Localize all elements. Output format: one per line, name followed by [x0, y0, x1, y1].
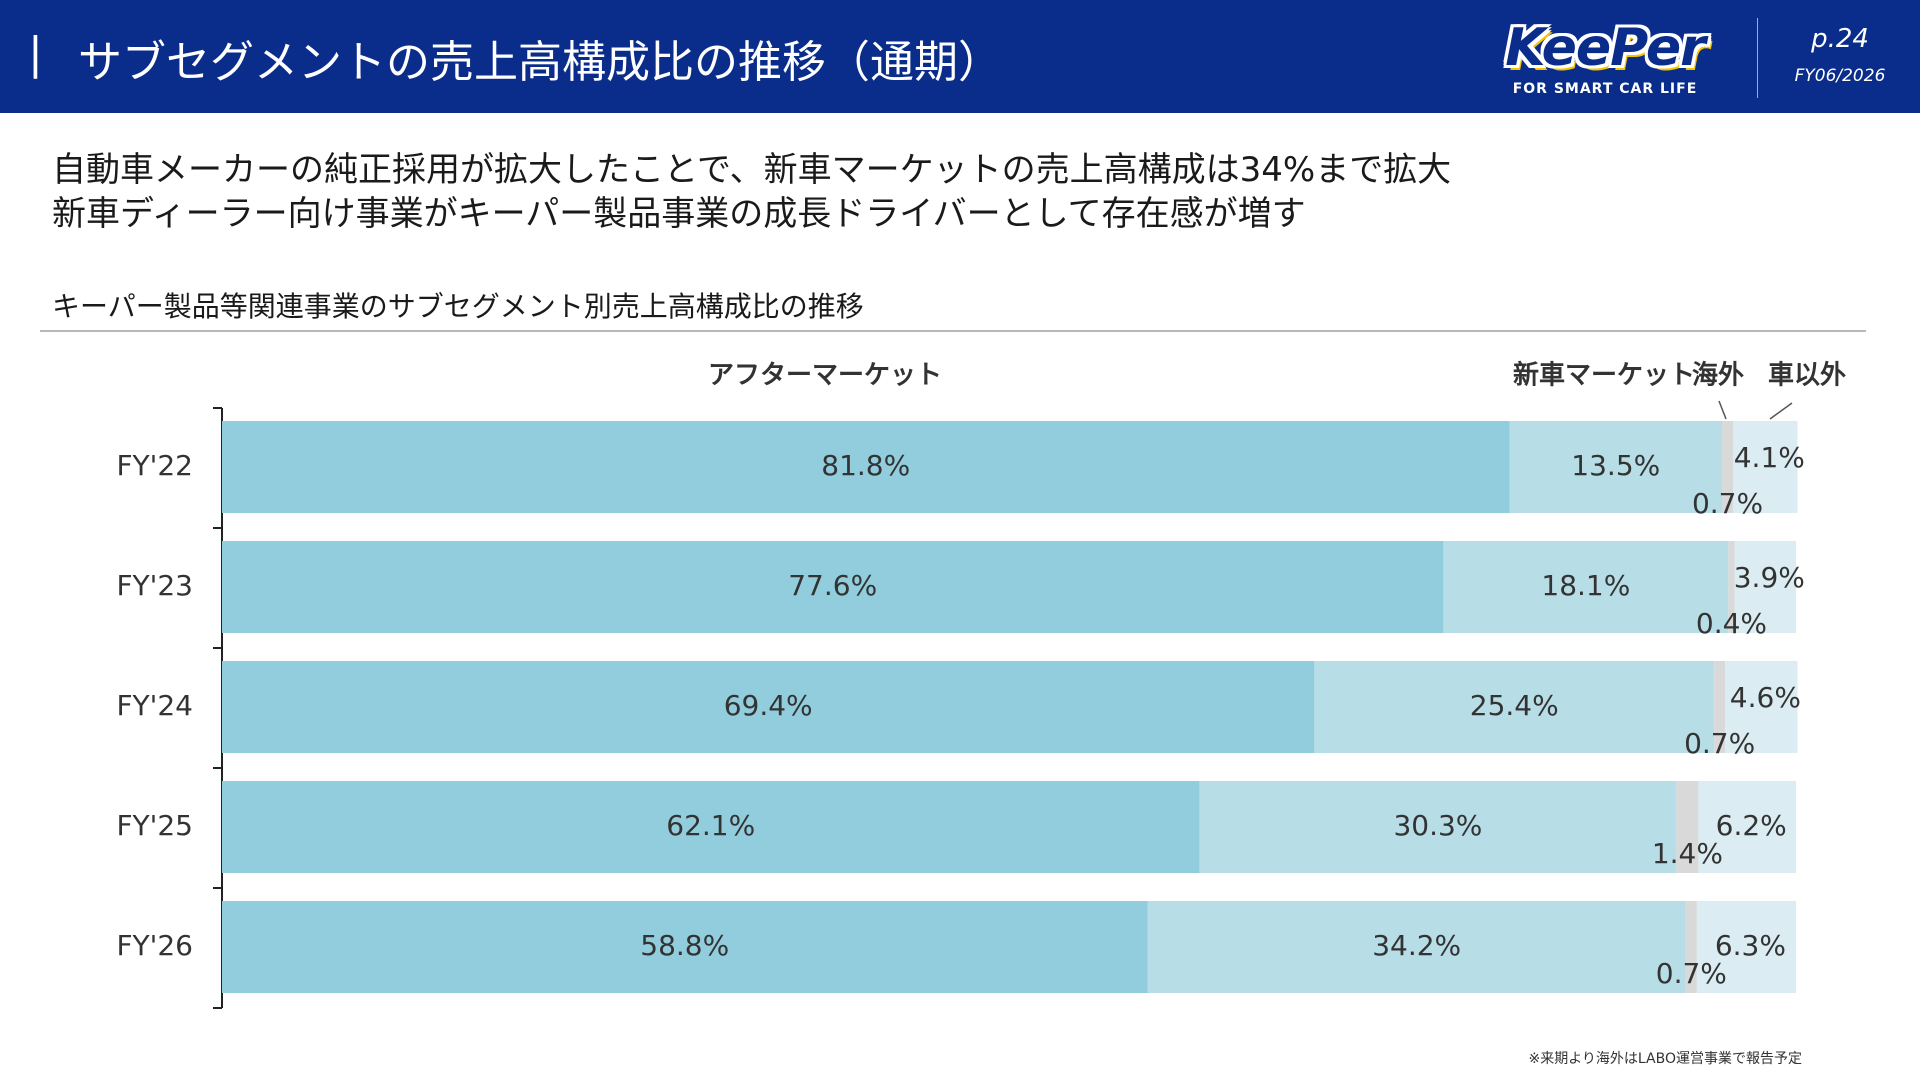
- legend-label: 海外: [1692, 361, 1744, 391]
- data-label: 0.4%: [1696, 607, 1767, 640]
- fiscal-period: FY06/2026: [1794, 66, 1886, 86]
- y-tick-label: FY'23: [116, 569, 193, 602]
- bar-segment: [222, 901, 1148, 993]
- bar-segment: [1314, 661, 1715, 753]
- chart-subtitle: キーパー製品等関連事業のサブセグメント別売上高構成比の推移: [52, 290, 864, 323]
- y-tick-label: FY'26: [116, 929, 193, 962]
- bar-segment: [1696, 901, 1796, 993]
- bar-segment: [1685, 901, 1697, 993]
- divider-line: [40, 330, 1866, 332]
- data-label: 77.6%: [788, 569, 877, 602]
- data-label: 58.8%: [640, 929, 729, 962]
- legend-label: アフターマーケット: [708, 361, 942, 391]
- bar-segment: [1698, 781, 1796, 873]
- data-label: 0.7%: [1692, 487, 1763, 520]
- bar-segment: [1722, 421, 1734, 513]
- y-tick-label: FY'24: [116, 689, 193, 722]
- data-label: 6.3%: [1715, 929, 1786, 962]
- bar-segment: [222, 781, 1200, 873]
- logo-tagline: FOR SMART CAR LIFE: [1512, 81, 1698, 97]
- data-label: 69.4%: [724, 689, 813, 722]
- data-label: 0.7%: [1684, 727, 1755, 760]
- data-label: 34.2%: [1372, 929, 1461, 962]
- legend-label: 車以外: [1768, 361, 1846, 391]
- header-bar: | サブセグメントの売上高構成比の推移（通期） KeePer FOR SMART…: [0, 0, 1920, 113]
- data-label: 0.7%: [1656, 957, 1727, 990]
- data-label: 13.5%: [1571, 449, 1660, 482]
- title-marker: |: [28, 28, 43, 79]
- bar-segment: [1443, 541, 1729, 633]
- logo-wordmark: KeePer: [1505, 18, 1706, 78]
- header-divider: [1757, 18, 1758, 98]
- data-label: 6.2%: [1716, 809, 1787, 842]
- keeper-logo: KeePer FOR SMART CAR LIFE: [1490, 18, 1720, 100]
- bar-segment: [1728, 541, 1735, 633]
- page-number: p.24: [1811, 24, 1869, 54]
- data-label: 25.4%: [1470, 689, 1559, 722]
- bar-segment: [1199, 781, 1677, 873]
- bar-segment: [222, 421, 1510, 513]
- bar-segment: [1147, 901, 1686, 993]
- bar-segment: [1733, 421, 1798, 513]
- data-label: 62.1%: [666, 809, 755, 842]
- data-label: 4.6%: [1730, 681, 1801, 714]
- bar-segment: [1725, 661, 1798, 753]
- bar-segment: [222, 541, 1444, 633]
- data-label: 30.3%: [1393, 809, 1482, 842]
- bar-segment: [222, 661, 1315, 753]
- data-label: 4.1%: [1734, 441, 1805, 474]
- headline: 自動車メーカーの純正採用が拡大したことで、新車マーケットの売上高構成は34%まで…: [52, 148, 1451, 236]
- data-label: 3.9%: [1734, 561, 1805, 594]
- bar-segment: [1676, 781, 1699, 873]
- headline-line-1: 自動車メーカーの純正採用が拡大したことで、新車マーケットの売上高構成は34%まで…: [52, 150, 1452, 190]
- data-label: 81.8%: [821, 449, 910, 482]
- headline-line-2: 新車ディーラー向け事業がキーパー製品事業の成長ドライバーとして存在感が増す: [52, 194, 1306, 234]
- data-label: 1.4%: [1652, 837, 1723, 870]
- y-tick-label: FY'22: [116, 449, 193, 482]
- page-title: サブセグメントの売上高構成比の推移（通期）: [78, 37, 1002, 88]
- bar-segment: [1714, 661, 1726, 753]
- leader-line: [1769, 402, 1793, 420]
- legend-label: 新車マーケット: [1513, 360, 1695, 391]
- y-tick-label: FY'25: [116, 809, 193, 842]
- data-label: 18.1%: [1541, 569, 1630, 602]
- bar-segment: [1734, 541, 1796, 633]
- footnote: ※来期より海外はLABO運営事業で報告予定: [1528, 1051, 1802, 1067]
- bar-segment: [1509, 421, 1723, 513]
- leader-line: [1718, 400, 1727, 420]
